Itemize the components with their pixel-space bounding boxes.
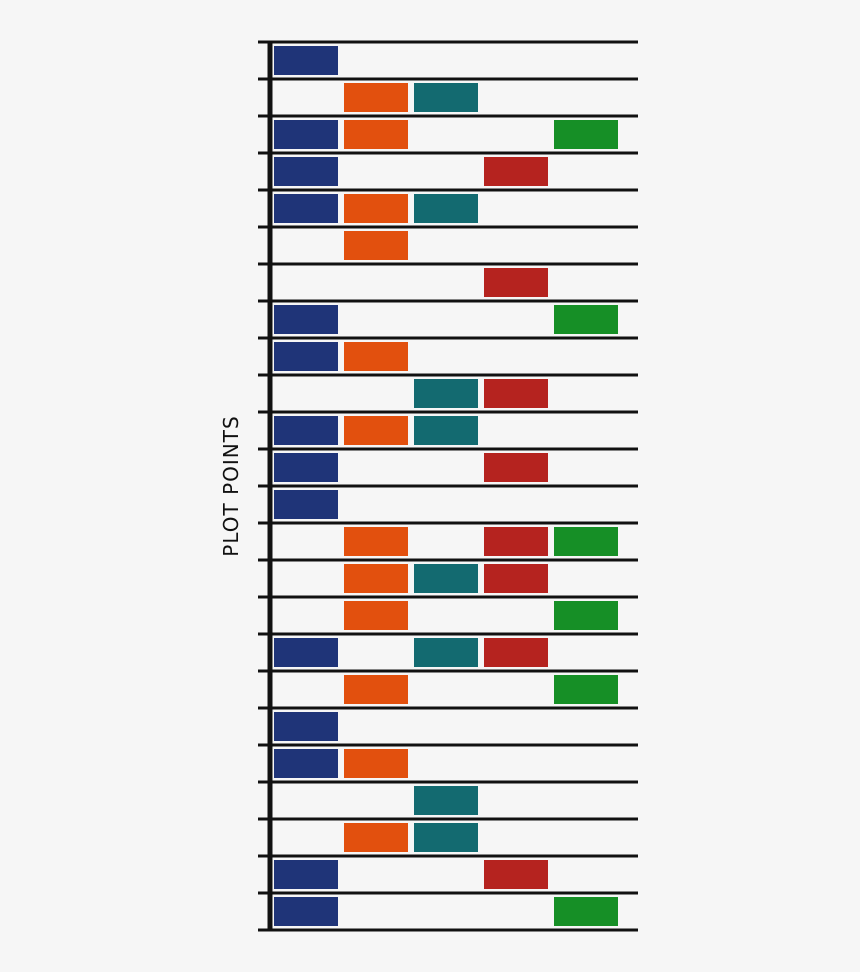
plot-point-green-row-18: [554, 675, 618, 704]
plot-point-teal-row-10: [414, 379, 478, 408]
plot-point-blue-row-4: [274, 157, 338, 186]
plot-point-blue-row-3: [274, 120, 338, 149]
plot-point-teal-row-2: [414, 83, 478, 112]
plot-point-red-row-15: [484, 564, 548, 593]
plot-point-blue-row-24: [274, 897, 338, 926]
plot-point-blue-row-13: [274, 490, 338, 519]
plot-point-red-row-7: [484, 268, 548, 297]
plot-point-blue-row-19: [274, 712, 338, 741]
plot-point-blue-row-12: [274, 453, 338, 482]
plot-point-orange-row-22: [344, 823, 408, 852]
plot-point-green-row-24: [554, 897, 618, 926]
plot-point-green-row-8: [554, 305, 618, 334]
plot-point-orange-row-20: [344, 749, 408, 778]
plot-point-blue-row-1: [274, 46, 338, 75]
plot-point-orange-row-9: [344, 342, 408, 371]
plot-point-green-row-14: [554, 527, 618, 556]
plot-point-blue-row-5: [274, 194, 338, 223]
plot-point-blue-row-20: [274, 749, 338, 778]
plot-point-teal-row-11: [414, 416, 478, 445]
plot-point-orange-row-18: [344, 675, 408, 704]
plot-point-blue-row-9: [274, 342, 338, 371]
plot-point-red-row-4: [484, 157, 548, 186]
row-gridlines: [258, 40, 638, 932]
plot-point-orange-row-2: [344, 83, 408, 112]
plot-point-cells: [274, 46, 618, 926]
plot-point-teal-row-5: [414, 194, 478, 223]
plot-point-red-row-14: [484, 527, 548, 556]
plot-point-teal-row-17: [414, 638, 478, 667]
plot-point-blue-row-8: [274, 305, 338, 334]
plot-point-green-row-16: [554, 601, 618, 630]
plot-point-teal-row-15: [414, 564, 478, 593]
plot-point-red-row-10: [484, 379, 548, 408]
plot-point-orange-row-5: [344, 194, 408, 223]
plot-point-red-row-23: [484, 860, 548, 889]
plot-point-orange-row-16: [344, 601, 408, 630]
plot-point-teal-row-22: [414, 823, 478, 852]
y-axis-title: PLOT POINTS: [219, 415, 243, 556]
plot-point-orange-row-3: [344, 120, 408, 149]
plot-point-orange-row-14: [344, 527, 408, 556]
plot-point-red-row-12: [484, 453, 548, 482]
plot-point-blue-row-11: [274, 416, 338, 445]
plot-point-orange-row-6: [344, 231, 408, 260]
plot-point-orange-row-15: [344, 564, 408, 593]
plot-point-blue-row-23: [274, 860, 338, 889]
plot-point-orange-row-11: [344, 416, 408, 445]
plot-point-red-row-17: [484, 638, 548, 667]
plot-point-blue-row-17: [274, 638, 338, 667]
plot-point-green-row-3: [554, 120, 618, 149]
plot-point-teal-row-21: [414, 786, 478, 815]
